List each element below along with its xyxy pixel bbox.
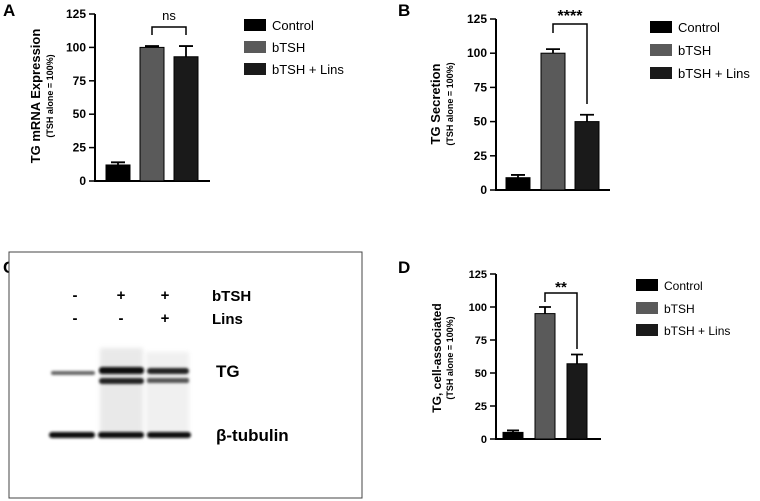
panel-b-legend-swatch-btsh-lins xyxy=(650,67,672,79)
panel-a-legend-label-control: Control xyxy=(272,18,314,33)
panel-d-legend-swatch-control xyxy=(636,279,658,291)
panel-a-tick-label: 100 xyxy=(66,40,86,54)
panel-b-tick-label: 100 xyxy=(467,46,487,60)
panel-b-errorbar-btsh-lins xyxy=(580,113,594,122)
panel-d-bar-btsh xyxy=(534,313,556,440)
panel-b-tick-label: 125 xyxy=(467,12,487,26)
panel-label-b: B xyxy=(398,1,410,20)
tubulin-band-lane3 xyxy=(147,432,191,438)
panel-b-bar-control xyxy=(505,177,531,191)
tubulin-band-lane1 xyxy=(49,432,95,438)
blot-row2-lane2-mark: - xyxy=(119,310,124,327)
tg-band-lane3-lower xyxy=(147,378,189,383)
panel-d-tick-label: 0 xyxy=(481,434,487,446)
panel-b-significance-bracket xyxy=(552,23,588,104)
tg-band-lane3 xyxy=(147,368,189,374)
tg-band-lane1 xyxy=(51,371,95,375)
blot-row1-lane3-mark: + xyxy=(161,287,170,304)
panel-d-tick-label: 50 xyxy=(475,368,487,380)
blot-band-label-tg: TG xyxy=(216,362,240,381)
panel-d-legend-swatch-btsh xyxy=(636,302,658,314)
panel-b-legend: Control bTSH bTSH + Lins xyxy=(650,20,750,81)
blot-row2-lane3-mark: + xyxy=(161,310,170,327)
panel-d-tick-label: 75 xyxy=(475,335,487,347)
panel-a-errorbar-control xyxy=(111,161,125,165)
panel-a-tick-label: 75 xyxy=(73,74,87,88)
panel-a-legend: Control bTSH bTSH + Lins xyxy=(244,18,344,77)
panel-a-y-label: TG mRNA Expression xyxy=(28,29,43,164)
panel-b-significance-label: **** xyxy=(558,8,584,25)
blot-smear-lane3 xyxy=(146,352,189,436)
panel-b-legend-swatch-control xyxy=(650,21,672,33)
panel-b-legend-label-control: Control xyxy=(678,20,720,35)
panel-d-tick-label: 100 xyxy=(469,302,487,314)
panel-d-tick-label: 25 xyxy=(475,401,487,413)
panel-a-legend-swatch-control xyxy=(244,19,266,31)
panel-a-legend-label-btsh: bTSH xyxy=(272,40,305,55)
panel-d-legend-swatch-btsh-lins xyxy=(636,324,658,336)
panel-c-western-blot: - + + bTSH - - + Lins TG β-tubulin xyxy=(8,251,363,499)
panel-d-y-label: TG, cell-associated xyxy=(430,303,444,412)
panel-b-legend-label-btsh-lins: bTSH + Lins xyxy=(678,66,750,81)
panel-a-tick-label: 50 xyxy=(73,107,87,121)
panel-d-chart: TG, cell-associated (TSH alone = 100%) 0… xyxy=(430,269,730,446)
panel-d-legend-label-btsh-lins: bTSH + Lins xyxy=(664,324,730,338)
blot-smear-lane2 xyxy=(100,348,143,438)
panel-b-tick-label: 25 xyxy=(474,149,488,163)
tg-band-lane2 xyxy=(99,367,144,374)
panel-b-tick-label: 75 xyxy=(474,80,488,94)
panel-d-bar-btsh-lins xyxy=(566,363,588,440)
panel-a-chart: TG mRNA Expression (TSH alone = 100%) 0 … xyxy=(28,7,344,188)
panel-label-d: D xyxy=(398,258,410,277)
panel-a-errorbar-btsh xyxy=(145,45,159,48)
panel-d-errorbar-control xyxy=(507,429,519,433)
panel-d-bar-control xyxy=(502,431,524,440)
panel-a-significance-label: ns xyxy=(162,8,176,23)
panel-a-bar-btsh xyxy=(139,46,165,182)
panel-b-bar-btsh xyxy=(540,52,566,191)
tg-band-lane2-lower xyxy=(99,378,144,384)
panel-a-significance-bracket xyxy=(151,26,187,35)
panel-b-errorbar-btsh xyxy=(546,48,560,54)
blot-row2-label: Lins xyxy=(212,311,243,328)
blot-row1-label: bTSH xyxy=(212,288,251,305)
panel-a-legend-swatch-btsh-lins xyxy=(244,63,266,75)
panel-a-legend-label-btsh-lins: bTSH + Lins xyxy=(272,62,344,77)
tubulin-band-lane2 xyxy=(98,432,144,438)
panel-d-significance-bracket xyxy=(544,292,578,349)
panel-a-tick-label: 125 xyxy=(66,7,86,21)
panel-b-chart: TG Secretion (TSH alone = 100%) 0 25 50 … xyxy=(428,8,750,197)
panel-a-errorbar-btsh-lins xyxy=(179,45,193,57)
blot-row2-lane1-mark: - xyxy=(73,310,78,327)
panel-b-legend-label-btsh: bTSH xyxy=(678,43,711,58)
panel-b-y-sublabel: (TSH alone = 100%) xyxy=(445,62,455,145)
panel-b-bar-btsh-lins xyxy=(574,121,600,191)
panel-b-legend-swatch-btsh xyxy=(650,44,672,56)
panel-b-tick-label: 0 xyxy=(480,183,487,197)
panel-d-legend-label-control: Control xyxy=(664,279,703,293)
panel-a-tick-label: 0 xyxy=(79,174,86,188)
panel-d-legend: Control bTSH bTSH + Lins xyxy=(636,279,730,338)
panel-d-tick-label: 125 xyxy=(469,269,487,281)
panel-a-y-sublabel: (TSH alone = 100%) xyxy=(45,54,55,137)
blot-band-label-tubulin: β-tubulin xyxy=(216,426,289,445)
blot-row1-lane2-mark: + xyxy=(117,287,126,304)
panel-a-bar-control xyxy=(105,164,131,182)
panel-d-significance-label: ** xyxy=(555,279,567,296)
panel-label-a: A xyxy=(3,1,15,20)
panel-d-errorbar-btsh xyxy=(539,306,551,314)
panel-d-legend-label-btsh: bTSH xyxy=(664,302,695,316)
panel-b-y-label: TG Secretion xyxy=(428,63,443,144)
panel-d-errorbar-btsh-lins xyxy=(571,353,583,364)
blot-row1-lane1-mark: - xyxy=(73,287,78,304)
panel-a-bar-btsh-lins xyxy=(173,56,199,182)
panel-a-legend-swatch-btsh xyxy=(244,41,266,53)
panel-b-tick-label: 50 xyxy=(474,115,488,129)
panel-a-tick-label: 25 xyxy=(73,141,87,155)
panel-b-errorbar-control xyxy=(511,174,525,178)
panel-d-y-sublabel: (TSH alone = 100%) xyxy=(445,316,455,399)
